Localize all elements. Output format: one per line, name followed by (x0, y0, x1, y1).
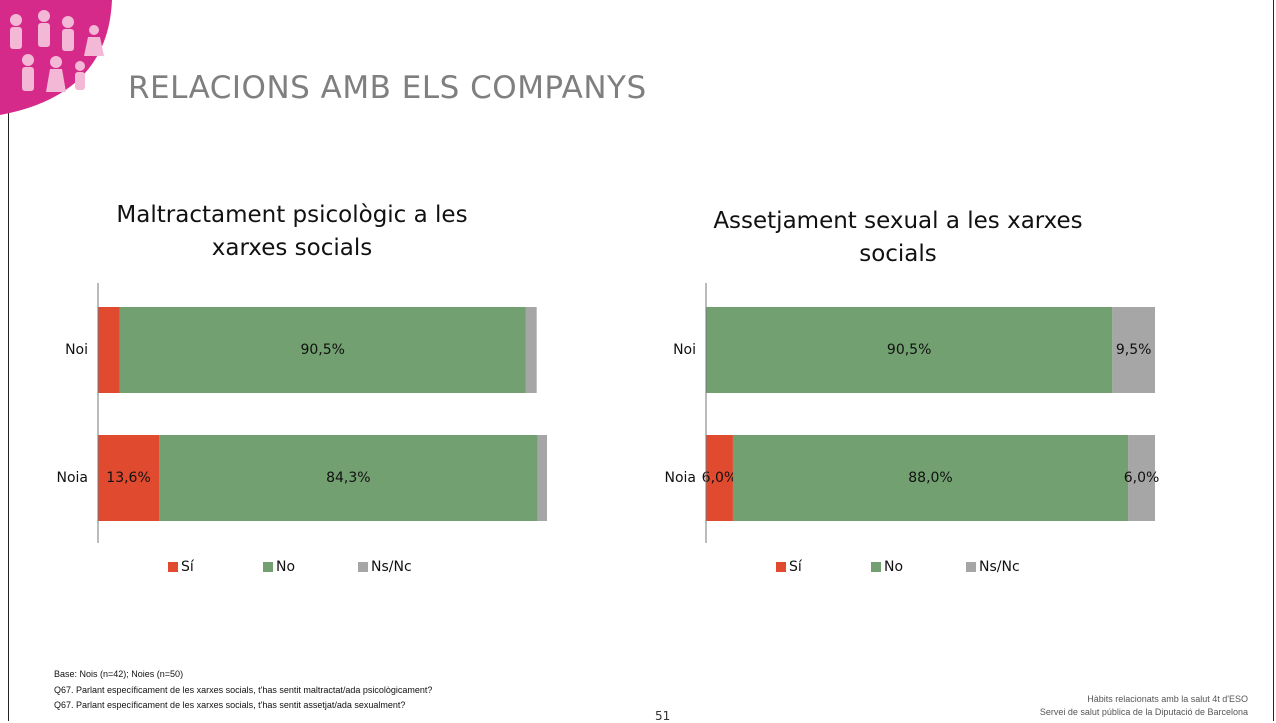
footer: Hàbits relacionats amb la salut 4t d'ESO (1087, 694, 1248, 704)
legend-swatch (966, 562, 976, 572)
chart-title: Assetjament sexual a les xarxes socials (713, 208, 1083, 267)
bar-segment (525, 307, 537, 393)
legend-swatch (168, 562, 178, 572)
data-label: 13,6% (106, 470, 150, 486)
legend-label: Ns/Nc (979, 559, 1020, 575)
data-label: 84,3% (326, 470, 370, 486)
legend-label: Sí (789, 559, 803, 575)
legend-swatch (358, 562, 368, 572)
header-logo (0, 0, 112, 115)
data-label: 9,5% (1116, 342, 1152, 358)
data-label: 90,5% (300, 342, 344, 358)
legend-label: No (884, 559, 903, 575)
page-number: 51 (655, 709, 671, 723)
footer: Servei de salut pública de la Diputació … (1039, 707, 1248, 717)
bar-segment (706, 307, 1113, 393)
legend-swatch (263, 562, 273, 572)
bar-segment (119, 307, 526, 393)
bar-segment (98, 307, 120, 393)
y-tick-label: Noia (56, 470, 88, 486)
bar-segment (98, 435, 160, 521)
data-label: 6,0% (1124, 470, 1160, 486)
y-tick-label: Noia (664, 470, 696, 486)
bar-segment (706, 435, 733, 521)
legend-label: Ns/Nc (371, 559, 412, 575)
note: Q67. Parlant específicament de les xarxe… (54, 685, 433, 695)
legend-label: Sí (181, 559, 195, 575)
data-label: 88,0% (908, 470, 952, 486)
y-tick-label: Noi (673, 342, 696, 358)
data-label: 6,0% (702, 470, 738, 486)
slide-frame (8, 0, 1274, 721)
bar-segment (159, 435, 538, 521)
data-label: 90,5% (887, 342, 931, 358)
legend-swatch (776, 562, 786, 572)
bar-segment (1112, 307, 1155, 393)
slide-title: RELACIONS AMB ELS COMPANYS (128, 70, 647, 106)
note: Q67. Parlant específicament de les xarxe… (54, 700, 406, 710)
chart-title: Maltractament psicològic a les xarxes so… (116, 202, 468, 261)
y-tick-label: Noi (65, 342, 88, 358)
bar-segment (1128, 435, 1155, 521)
legend-swatch (871, 562, 881, 572)
legend-label: No (276, 559, 295, 575)
bar-segment (732, 435, 1129, 521)
note: Base: Nois (n=42); Noies (n=50) (54, 669, 184, 679)
bar-segment (537, 435, 547, 521)
